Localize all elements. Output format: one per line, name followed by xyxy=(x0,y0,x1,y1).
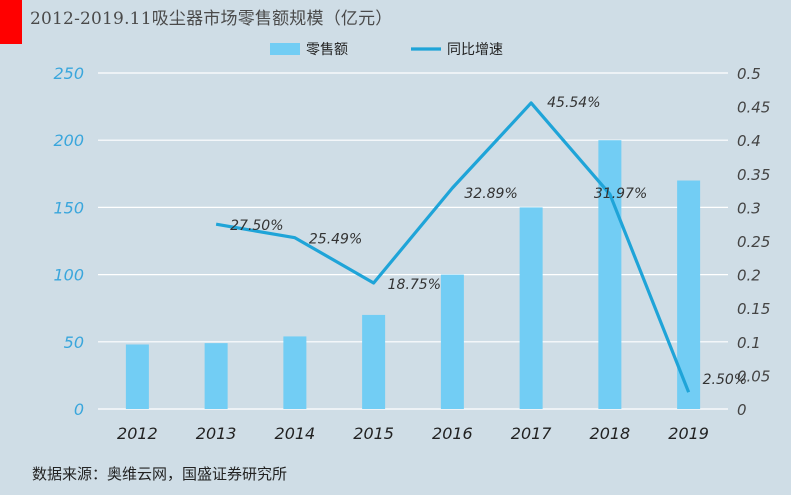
x-axis-tick-label: 2019 xyxy=(668,424,709,443)
x-axis-tick-label: 2015 xyxy=(353,424,394,443)
left-axis-tick-label: 250 xyxy=(53,64,84,83)
right-axis-tick-label: 0.5 xyxy=(737,65,761,83)
right-axis-tick-label: 0.4 xyxy=(737,132,761,150)
right-axis-tick-label: 0.2 xyxy=(737,267,761,285)
legend-swatch-bar xyxy=(270,43,300,55)
bar xyxy=(677,180,701,409)
x-axis-tick-label: 2018 xyxy=(590,424,631,443)
growth-data-label: 31.97% xyxy=(594,186,647,202)
right-axis-tick-label: 0.3 xyxy=(737,199,761,217)
growth-data-label: 45.54% xyxy=(547,95,600,111)
bar xyxy=(598,140,622,409)
growth-data-label: 32.89% xyxy=(464,186,517,202)
source-note: 数据来源：奥维云网，国盛证券研究所 xyxy=(32,465,288,483)
right-axis-tick-label: 0.1 xyxy=(737,334,761,352)
growth-data-label: 2.50% xyxy=(703,372,747,388)
right-axis-tick-label: 0.25 xyxy=(737,233,770,251)
chart-title: 2012-2019.11吸尘器市场零售额规模（亿元） xyxy=(30,9,393,29)
title-accent-bar xyxy=(0,0,22,44)
right-axis-tick-label: 0.05 xyxy=(737,367,770,385)
left-axis-tick-label: 100 xyxy=(53,266,84,285)
left-axis-tick-label: 200 xyxy=(53,131,84,150)
x-axis-tick-label: 2017 xyxy=(511,424,553,443)
bar xyxy=(362,314,386,409)
x-axis-tick-label: 2014 xyxy=(275,424,316,443)
growth-data-label: 25.49% xyxy=(309,232,362,248)
growth-data-label: 18.75% xyxy=(388,277,441,293)
x-axis-tick-label: 2016 xyxy=(432,424,473,443)
bar xyxy=(519,207,543,409)
x-axis-tick-label: 2012 xyxy=(117,424,158,443)
x-axis-tick-label: 2013 xyxy=(196,424,237,443)
legend-label-line: 同比增速 xyxy=(447,42,503,58)
right-axis-tick-label: 0 xyxy=(737,401,747,419)
growth-data-label: 27.50% xyxy=(230,218,283,234)
bar xyxy=(283,336,307,409)
right-axis-tick-label: 0.35 xyxy=(737,166,770,184)
left-axis-tick-label: 150 xyxy=(53,198,84,217)
right-axis-tick-label: 0.15 xyxy=(737,300,770,318)
bar xyxy=(440,274,464,409)
left-axis-tick-label: 0 xyxy=(74,400,84,419)
left-axis-tick-label: 50 xyxy=(64,333,84,352)
bar xyxy=(125,344,149,409)
legend-label-bar: 零售额 xyxy=(306,42,348,58)
right-axis-tick-label: 0.45 xyxy=(737,99,770,117)
bar xyxy=(204,343,228,409)
